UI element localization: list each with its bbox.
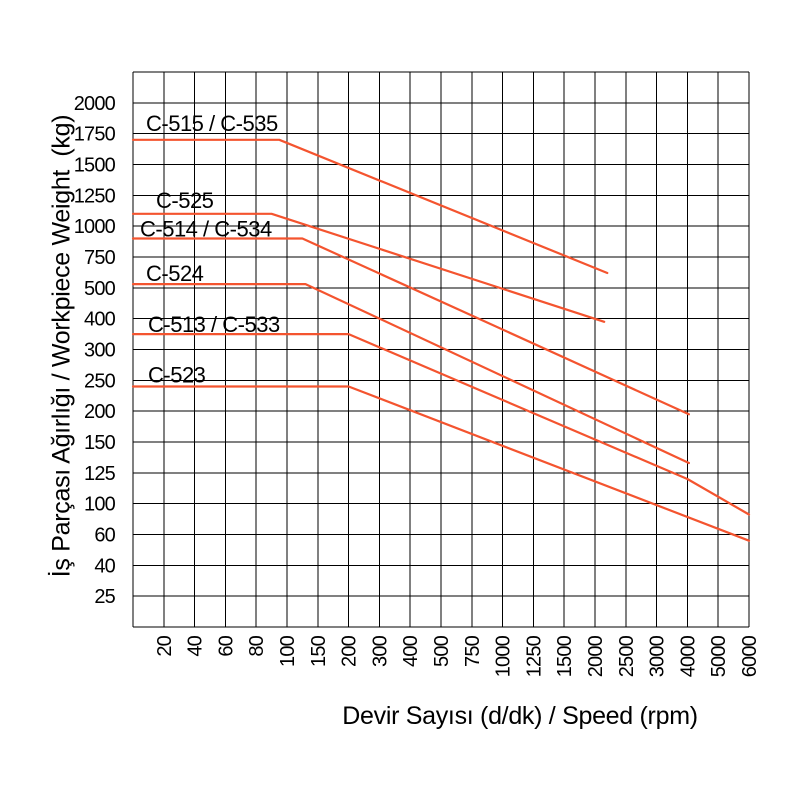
x-tick-label: 60: [215, 635, 237, 656]
x-tick-label: 150: [308, 635, 330, 667]
x-tick-label: 1000: [493, 635, 515, 677]
x-tick-label: 100: [277, 635, 299, 667]
x-tick-label: 2500: [616, 635, 638, 677]
series-line-c-513-c-533: [131, 333, 751, 516]
y-tick-label: 500: [84, 278, 116, 300]
series-line-c-515-c-535: [131, 138, 609, 275]
y-tick-label: 60: [94, 525, 115, 547]
y-tick-label: 200: [84, 401, 116, 423]
y-tick-label: 1000: [74, 216, 116, 238]
x-axis-title: Devir Sayısı (d/dk) / Speed (rpm): [342, 702, 698, 730]
x-tick-label: 200: [339, 635, 361, 667]
x-tick-label: 4000: [677, 635, 699, 677]
y-tick-label: 1750: [74, 124, 116, 146]
y-tick-label: 1500: [74, 155, 116, 177]
series-line-c-514-c-534: [131, 237, 691, 416]
series-line-c-523: [131, 385, 751, 542]
y-tick-label: 125: [84, 463, 116, 485]
y-tick-label: 1250: [74, 185, 116, 207]
x-tick-label: 2000: [585, 635, 607, 677]
x-tick-label: 3000: [647, 635, 669, 677]
y-tick-label: 2000: [74, 93, 116, 115]
y-tick-label: 750: [84, 247, 116, 269]
y-axis-title: İş Parçası Ağırlığı / Workpiece Weight (…: [47, 114, 76, 578]
y-tick-label: 300: [84, 340, 116, 362]
x-tick-label: 6000: [739, 635, 761, 677]
y-tick-label: 40: [94, 555, 115, 577]
y-tick-label: 25: [94, 586, 115, 608]
x-tick-label: 750: [462, 635, 484, 667]
series-label: C-524: [146, 261, 204, 286]
x-tick-label: 500: [431, 635, 453, 667]
series-label: C-515 / C-535: [146, 111, 278, 136]
series-label: C-513 / C-533: [148, 312, 280, 337]
series-label: C-525: [156, 188, 214, 213]
y-tick-label: 250: [84, 370, 116, 392]
y-tick-label: 400: [84, 309, 116, 331]
x-tick-label: 300: [369, 635, 391, 667]
x-tick-label: 400: [400, 635, 422, 667]
series-line-c-525: [131, 212, 606, 323]
series-label: C-523: [148, 363, 206, 388]
x-tick-label: 20: [154, 635, 176, 656]
x-tick-label: 40: [185, 635, 207, 656]
series-label: C-514 / C-534: [140, 217, 272, 242]
x-tick-label: 1250: [523, 635, 545, 677]
x-tick-label: 80: [246, 635, 268, 656]
y-tick-label: 100: [84, 494, 116, 516]
x-tick-label: 1500: [554, 635, 576, 677]
x-tick-label: 5000: [708, 635, 730, 677]
y-tick-label: 150: [84, 432, 116, 454]
series-line-c-524: [131, 283, 691, 465]
